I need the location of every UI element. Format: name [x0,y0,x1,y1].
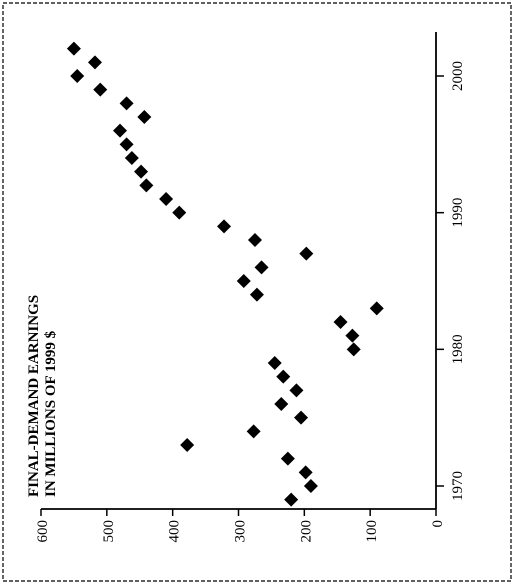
x-tick-label: 1970 [450,471,466,501]
data-point [303,479,318,493]
data-point [267,356,282,370]
data-point [93,82,108,97]
data-points [66,41,384,507]
x-tick-label: 2000 [450,61,466,91]
data-point [299,246,314,261]
data-point [119,137,134,152]
data-point [289,383,304,398]
data-point [369,301,384,316]
y-tick-label: 200 [298,520,314,543]
y-tick-label: 500 [101,520,117,543]
data-point [246,424,261,439]
data-point [333,315,348,329]
data-point [134,164,149,179]
data-point [280,451,295,466]
data-point [124,151,139,165]
y-tick-label: 0 [430,520,446,528]
data-point [345,328,360,343]
y-tick-label: 100 [364,520,380,543]
data-point [247,233,262,247]
data-point [119,96,134,111]
data-point [113,123,127,138]
chart-title-line-1: FINAL-DEMAND EARNINGS [26,295,42,497]
data-point [217,219,232,234]
data-point [139,178,154,193]
data-point [159,192,174,206]
data-point [254,260,269,275]
data-point [294,410,309,425]
x-tick-label: 1980 [450,334,466,364]
x-axis-ticks: 1970 1980 1990 2000 [436,61,466,501]
data-point [87,55,102,70]
y-tick-label: 400 [167,520,183,543]
chart-title-line-2: IN MILLIONS OF 1999 $ [43,330,59,497]
data-point [274,397,289,411]
data-point [70,69,85,83]
y-tick-label: 300 [233,520,249,543]
x-tick-label: 1990 [450,198,466,228]
y-axis-ticks: 0 100 200 300 400 500 600 [35,509,446,543]
data-point [137,110,152,124]
data-point [276,369,291,384]
chart-title: FINAL-DEMAND EARNINGS IN MILLIONS OF 199… [26,295,59,497]
data-point [236,274,251,288]
data-point [298,465,313,480]
data-point [249,287,264,302]
data-point [284,492,299,507]
page-border [2,2,512,582]
data-point [172,205,187,220]
data-point [346,342,361,357]
y-tick-label: 600 [35,520,51,543]
data-point [66,41,81,56]
data-point [180,438,195,452]
